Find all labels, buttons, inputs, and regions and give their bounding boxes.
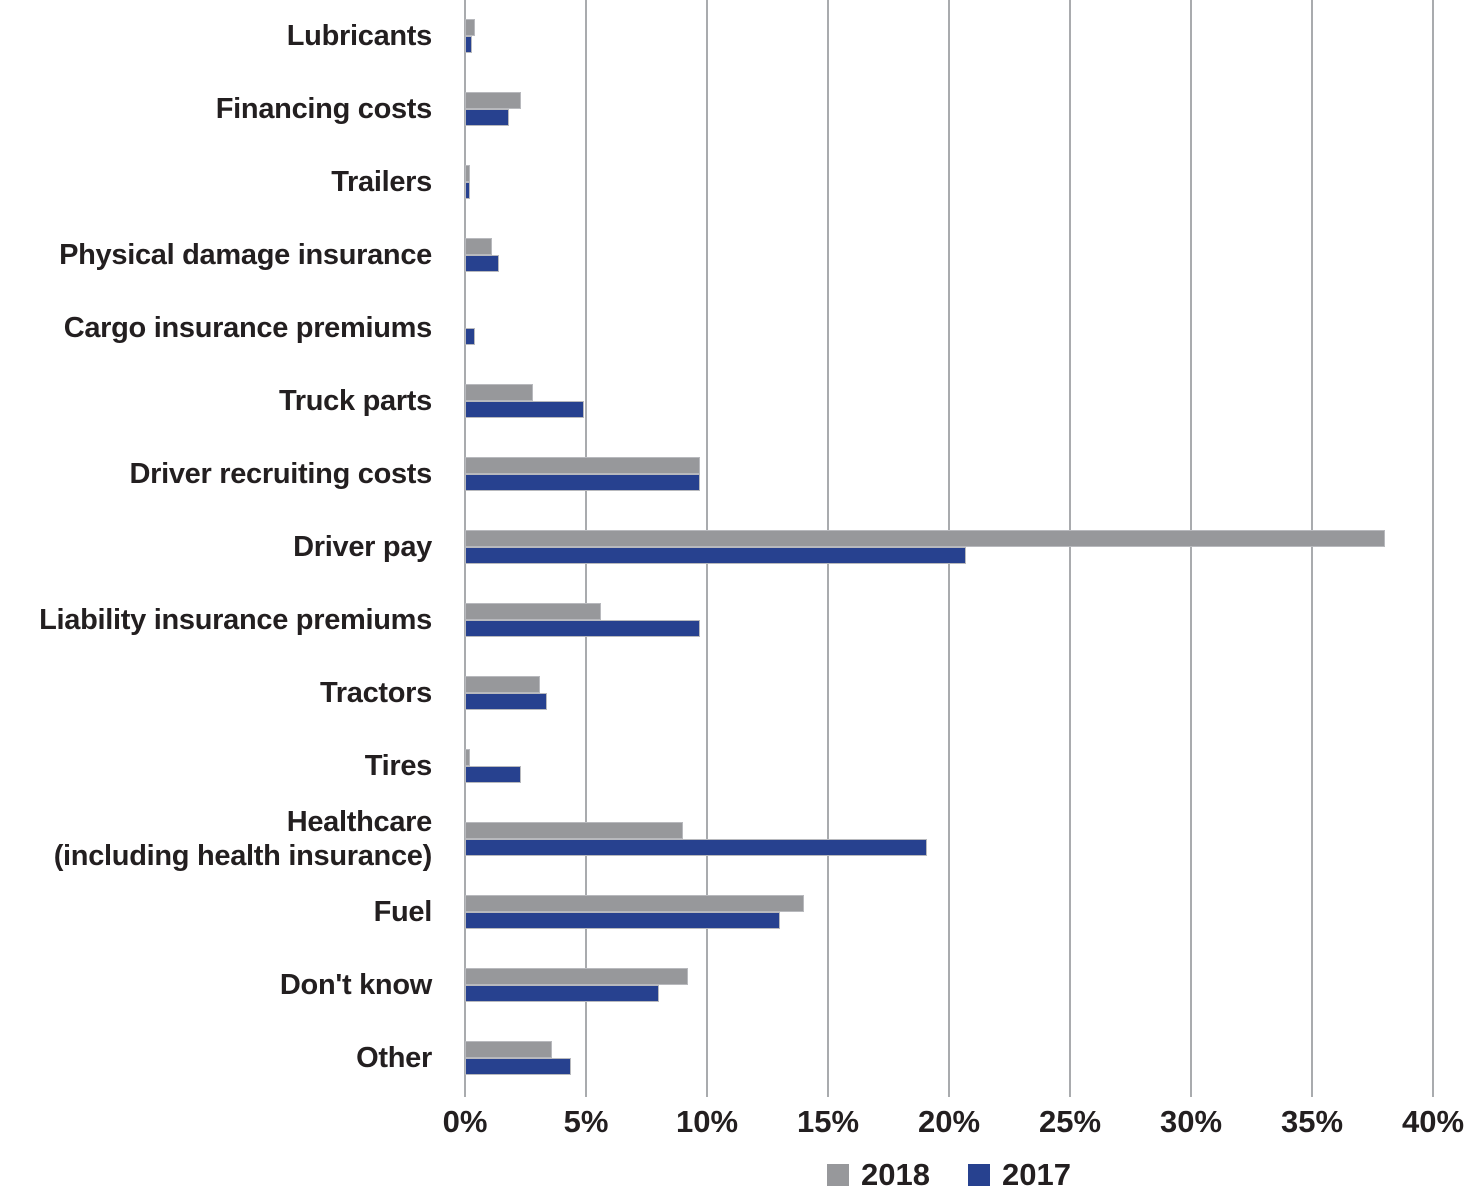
gridline	[1432, 0, 1434, 1097]
bar-2017-financing-costs	[465, 109, 509, 126]
category-label: Trailers	[331, 165, 432, 198]
bar-2018-liability-insurance-premiums	[465, 603, 601, 620]
chart-row	[465, 146, 1433, 219]
chart-row	[465, 876, 1433, 949]
x-tick-label: 0%	[442, 1104, 488, 1139]
x-tick-label: 20%	[917, 1104, 981, 1139]
bar-2018-tractors	[465, 676, 540, 693]
category-label: Tractors	[319, 676, 432, 709]
bar-2017-lubricants	[465, 36, 472, 53]
category-label: Driver pay	[293, 530, 432, 563]
bar-2018-lubricants	[465, 19, 475, 36]
x-tick-label: 15%	[796, 1104, 860, 1139]
gridline	[1069, 0, 1071, 1097]
chart-row	[465, 292, 1433, 365]
gridline	[1190, 0, 1192, 1097]
category-label: Liability insurance premiums	[39, 603, 432, 636]
bar-2018-driver-pay	[465, 530, 1385, 547]
chart-row	[465, 365, 1433, 438]
bar-2017-liability-insurance-premiums	[465, 620, 700, 637]
x-tick-label: 5%	[563, 1104, 609, 1139]
legend-label-2017: 2017	[1002, 1157, 1071, 1192]
chart-row	[465, 949, 1433, 1022]
category-label: Cargo insurance premiums	[63, 311, 433, 344]
bar-2017-don-t-know	[465, 985, 659, 1002]
bar-2018-other	[465, 1041, 552, 1058]
category-label: Fuel	[373, 895, 433, 928]
legend-label-2018: 2018	[861, 1157, 930, 1192]
chart-row	[465, 438, 1433, 511]
bar-2017-trailers	[465, 182, 470, 199]
bar-2017-other	[465, 1058, 571, 1075]
legend-swatch-2017	[968, 1164, 990, 1186]
chart-row	[465, 511, 1433, 584]
legend-item-2018: 2018	[827, 1157, 930, 1193]
category-label: Truck parts	[278, 384, 432, 417]
chart-row	[465, 803, 1433, 876]
legend-swatch-2018	[827, 1164, 850, 1186]
bar-2018-trailers	[465, 165, 470, 182]
category-label: Tires	[364, 749, 433, 782]
category-label: Other	[356, 1041, 432, 1074]
x-tick-label: 30%	[1159, 1104, 1223, 1139]
x-axis-tick-labels: 0% 5% 10% 15% 20% 25% 30% 35% 40%	[443, 1104, 1464, 1148]
category-label: Driver recruiting costs	[129, 457, 432, 490]
chart-row	[465, 730, 1433, 803]
gridline	[1311, 0, 1313, 1097]
chart-row	[465, 73, 1433, 146]
legend-item-2017: 2017	[968, 1157, 1071, 1193]
bar-2017-physical-damage-insurance	[465, 255, 499, 272]
category-label: Lubricants	[286, 19, 433, 52]
x-tick-label: 25%	[1038, 1104, 1102, 1139]
category-labels: Lubricants Financing costs Trailers Physica…	[0, 0, 432, 1097]
bar-2017-fuel	[465, 912, 780, 929]
bar-2018-healthcare	[465, 822, 683, 839]
bar-2017-driver-recruiting-costs	[465, 474, 700, 491]
bar-2018-physical-damage-insurance	[465, 238, 492, 255]
x-tick-label: 10%	[675, 1104, 739, 1139]
bar-2017-healthcare	[465, 839, 927, 856]
bar-2017-tractors	[465, 693, 547, 710]
chart-row	[465, 1022, 1433, 1095]
chart-row	[465, 0, 1433, 73]
plot-area	[464, 0, 1434, 1097]
bar-2017-truck-parts	[465, 401, 584, 418]
legend: 2018 2017	[465, 1155, 1433, 1195]
category-label: Financing costs	[215, 92, 433, 125]
chart-row	[465, 657, 1433, 730]
bar-2018-driver-recruiting-costs	[465, 457, 700, 474]
category-label: Physical damage insurance	[59, 238, 432, 271]
category-label: Don't know	[279, 968, 432, 1001]
bar-2018-don-t-know	[465, 968, 688, 985]
bar-2018-financing-costs	[465, 92, 521, 109]
x-tick-label: 40%	[1401, 1104, 1465, 1139]
bar-2018-tires	[465, 749, 470, 766]
bar-2017-driver-pay	[465, 547, 966, 564]
chart-row	[465, 584, 1433, 657]
bar-2018-fuel	[465, 895, 804, 912]
chart-row	[465, 219, 1433, 292]
bar-2017-cargo-insurance-premiums	[465, 328, 475, 345]
category-label: Healthcare (including health insurance)	[53, 806, 433, 872]
bar-2017-tires	[465, 766, 521, 783]
x-tick-label: 35%	[1280, 1104, 1344, 1139]
bar-2018-truck-parts	[465, 384, 533, 401]
